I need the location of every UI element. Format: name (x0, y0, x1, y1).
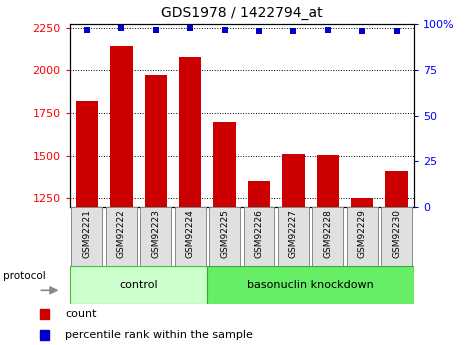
Text: count: count (65, 309, 97, 319)
Bar (385, 171, 408, 345)
Bar (317, 155, 339, 345)
Bar (179, 57, 201, 345)
Text: GSM92228: GSM92228 (323, 209, 332, 258)
Point (255, 29, 263, 34)
Bar (140, 207, 171, 266)
Text: GSM92221: GSM92221 (82, 209, 92, 258)
Text: basonuclin knockdown: basonuclin knockdown (247, 280, 374, 289)
Bar (213, 121, 236, 345)
Point (324, 27, 332, 32)
Text: GSM92230: GSM92230 (392, 209, 401, 258)
Bar (175, 207, 206, 266)
Text: GSM92226: GSM92226 (254, 209, 264, 258)
Bar (76, 101, 98, 345)
Text: control: control (119, 280, 158, 289)
Point (221, 27, 228, 32)
Bar (244, 207, 274, 266)
Point (359, 29, 366, 34)
Point (118, 25, 125, 31)
Bar (145, 75, 167, 345)
Bar (312, 207, 343, 266)
Text: percentile rank within the sample: percentile rank within the sample (65, 330, 253, 340)
Point (152, 27, 159, 32)
Point (290, 29, 297, 34)
Bar (106, 207, 137, 266)
Bar (351, 198, 373, 345)
Text: GSM92224: GSM92224 (186, 209, 195, 257)
Bar (70, 266, 207, 304)
Bar (40, 309, 49, 319)
Text: GSM92222: GSM92222 (117, 209, 126, 257)
Bar (110, 46, 133, 345)
Text: GSM92223: GSM92223 (151, 209, 160, 258)
Bar (278, 207, 309, 266)
Point (186, 25, 194, 31)
Title: GDS1978 / 1422794_at: GDS1978 / 1422794_at (161, 6, 323, 20)
Text: GSM92229: GSM92229 (358, 209, 367, 258)
Text: protocol: protocol (3, 271, 46, 281)
Text: GSM92225: GSM92225 (220, 209, 229, 258)
Bar (40, 330, 49, 340)
Bar (347, 207, 378, 266)
Text: GSM92227: GSM92227 (289, 209, 298, 258)
Point (83, 27, 91, 32)
Bar (207, 266, 414, 304)
Bar (72, 207, 102, 266)
Bar (248, 181, 270, 345)
Bar (282, 154, 305, 345)
Bar (209, 207, 240, 266)
Bar (381, 207, 412, 266)
Point (393, 29, 400, 34)
